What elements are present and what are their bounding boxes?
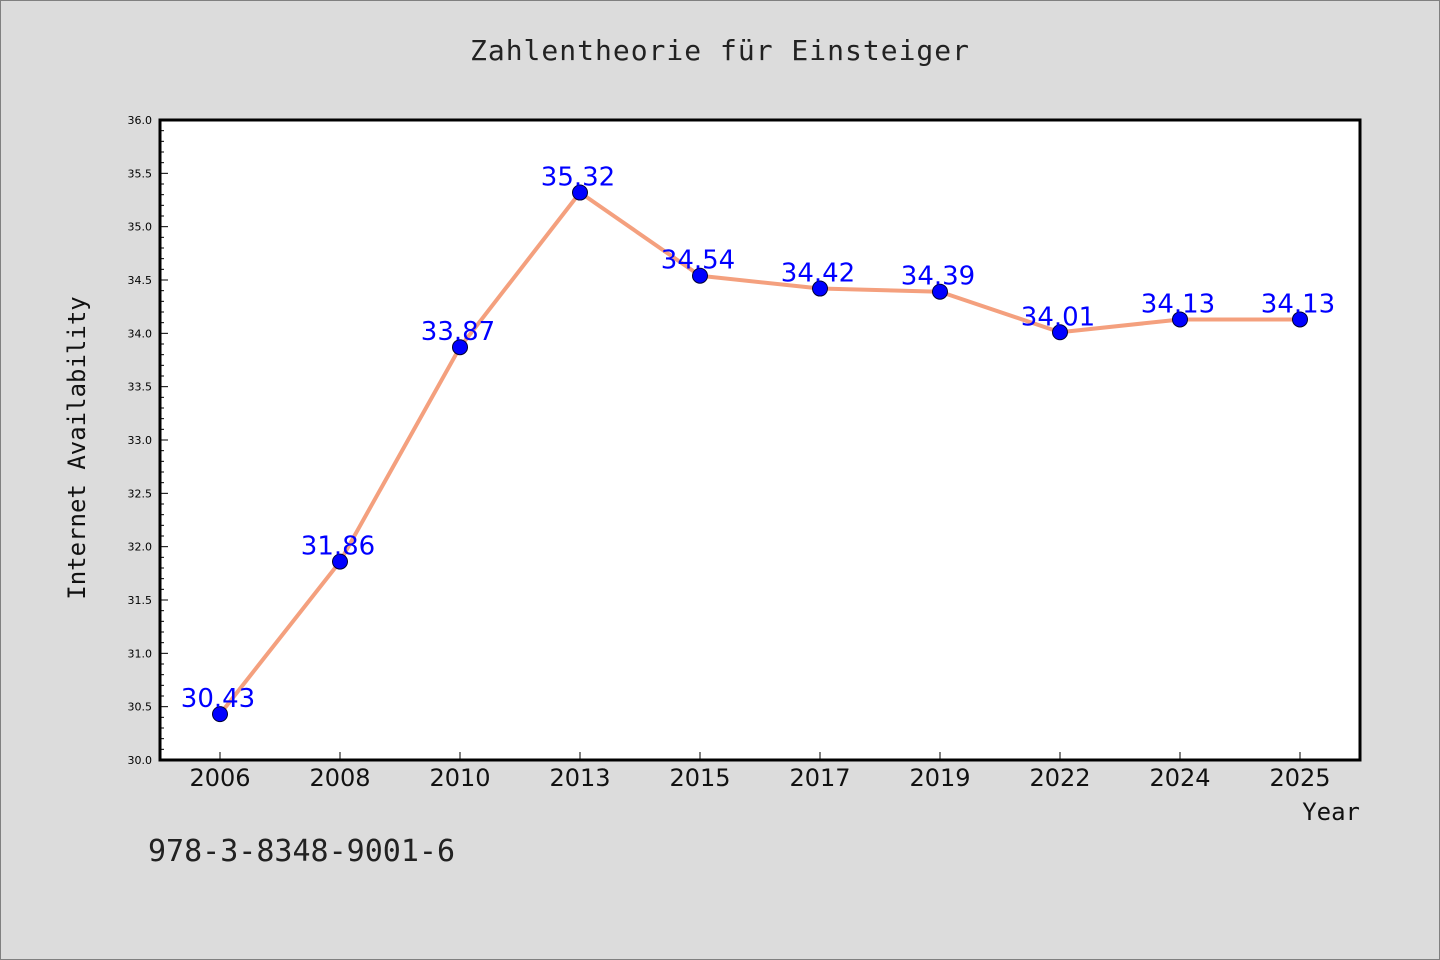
y-tick-label: 32.0 xyxy=(128,541,153,554)
y-tick-label: 35.0 xyxy=(128,221,153,234)
data-point xyxy=(812,280,828,297)
data-point xyxy=(1172,311,1188,328)
data-point xyxy=(1052,324,1068,341)
x-tick-label: 2025 xyxy=(1269,764,1330,792)
x-tick-label: 2008 xyxy=(309,764,370,792)
y-tick-label: 36.0 xyxy=(128,114,153,127)
data-label: 34.54 xyxy=(661,246,735,276)
data-point xyxy=(332,553,348,570)
data-point xyxy=(1292,311,1308,328)
y-tick-label: 30.0 xyxy=(128,754,153,767)
x-tick-label: 2019 xyxy=(909,764,970,792)
data-label: 31.86 xyxy=(301,532,375,562)
y-tick-label: 33.0 xyxy=(128,434,153,447)
y-tick-label: 35.5 xyxy=(128,167,153,180)
data-point xyxy=(212,706,228,723)
isbn-label: 978-3-8348-9001-6 xyxy=(148,834,456,869)
y-tick-label: 32.5 xyxy=(128,487,153,500)
x-tick-label: 2010 xyxy=(429,764,490,792)
y-tick-label: 33.5 xyxy=(128,381,153,394)
y-tick-label: 30.5 xyxy=(128,701,153,714)
y-tick-label: 31.5 xyxy=(128,594,153,607)
data-point xyxy=(452,339,468,356)
y-tick-label: 34.0 xyxy=(128,327,153,340)
data-label: 34.42 xyxy=(781,259,855,289)
plot-border xyxy=(158,118,1362,762)
y-axis-label: Internet Availability xyxy=(63,296,91,599)
x-tick-label: 2006 xyxy=(189,764,250,792)
x-tick-label: 2022 xyxy=(1029,764,1090,792)
data-label: 30.43 xyxy=(181,684,255,714)
x-tick-label: 2015 xyxy=(669,764,730,792)
x-tick-label: 2017 xyxy=(789,764,850,792)
data-point xyxy=(572,184,588,201)
y-tick-label: 31.0 xyxy=(128,647,153,660)
data-label: 33.87 xyxy=(421,317,495,347)
data-label: 34.39 xyxy=(901,262,975,292)
chart-title: Zahlentheorie für Einsteiger xyxy=(469,34,970,67)
x-tick-label: 2024 xyxy=(1149,764,1210,792)
data-label: 35.32 xyxy=(541,163,615,193)
data-point xyxy=(932,283,948,300)
x-axis-label: Year xyxy=(1302,798,1360,826)
data-label: 34.13 xyxy=(1141,289,1215,319)
data-point xyxy=(692,267,708,284)
data-label: 34.13 xyxy=(1261,289,1335,319)
y-tick-label: 34.5 xyxy=(128,274,153,287)
series-line xyxy=(218,190,1302,717)
plot-area xyxy=(160,120,1360,760)
x-tick-label: 2013 xyxy=(549,764,610,792)
data-label: 34.01 xyxy=(1021,302,1095,332)
